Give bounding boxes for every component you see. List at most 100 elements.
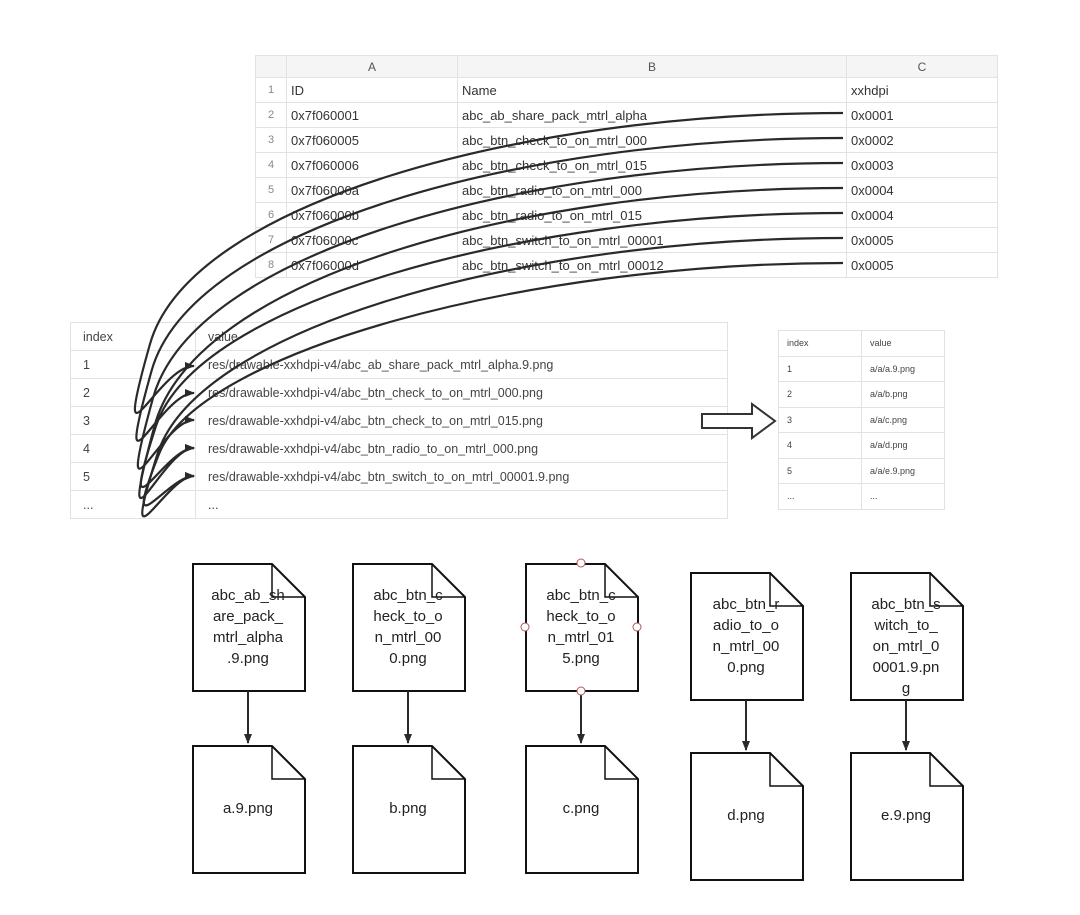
file-name-line: are_pack_: [212, 608, 284, 625]
value-cell: a/a/b.png: [861, 381, 945, 408]
obfuscated-file: c.png: [525, 745, 639, 874]
value-cell: ...: [861, 483, 945, 510]
file-name-line: .9.png: [227, 650, 269, 667]
file-name: a.9.png: [196, 798, 300, 819]
table-row: 5 a/a/e.9.png: [778, 457, 945, 484]
row-number: 1: [255, 77, 287, 103]
file-name-line: abc_btn_c: [373, 587, 443, 604]
file-name: abc_btn_c heck_to_o n_mtrl_01 5.png: [529, 585, 633, 669]
file-icon: [352, 745, 466, 874]
obfuscated-pool-table: index value 1 a/a/a.9.png 2 a/a/b.png 3 a/a/c…: [778, 330, 945, 510]
file-name-line: 0001.9.pn: [872, 659, 940, 676]
corner-cell: [255, 55, 287, 78]
file-name-line: adio_to_o: [713, 617, 779, 634]
xxhdpi-cell: xxhdpi: [846, 77, 998, 103]
original-file: abc_ab_sh are_pack_ mtrl_alpha .9.png: [192, 563, 306, 692]
file-icon: [525, 563, 639, 692]
xxhdpi-cell: 0x0002: [846, 127, 998, 153]
file-name-line: abc_btn_r: [712, 596, 780, 613]
file-name-line: b.png: [389, 800, 427, 817]
file-name-line: heck_to_o: [373, 608, 443, 625]
file-name-line: g: [901, 680, 911, 697]
table-row: 3 res/drawable-xxhdpi-v4/abc_btn_check_to…: [70, 406, 728, 435]
file-name-line: 0.png: [389, 650, 427, 667]
original-file: abc_btn_r adio_to_o n_mtrl_00 0.png: [690, 572, 804, 701]
name-cell: abc_btn_check_to_on_mtrl_000: [457, 127, 847, 153]
file-icon: [525, 745, 639, 874]
table-row: 3 0x7f060005 abc_btn_check_to_on_mtrl_000 0…: [255, 127, 998, 153]
selection-handle: [632, 622, 642, 632]
column-header-a: A: [286, 55, 458, 78]
table-row: 1 ID Name xxhdpi: [255, 77, 998, 103]
value-cell: res/drawable-xxhdpi-v4/abc_ab_share_pack…: [195, 350, 728, 379]
id-cell: 0x7f060001: [286, 102, 458, 128]
table-row: 5 res/drawable-xxhdpi-v4/abc_btn_switch_t…: [70, 462, 728, 491]
selection-handle: [576, 686, 586, 696]
mapping-arrow: [133, 111, 844, 414]
table-row: 2 0x7f060001 abc_ab_share_pack_mtrl_alpha 0…: [255, 102, 998, 128]
file-name-line: a.9.png: [222, 800, 274, 817]
index-cell: 5: [778, 457, 862, 484]
value-cell: res/drawable-xxhdpi-v4/abc_btn_radio_to_…: [195, 434, 728, 463]
file-icon: [352, 563, 466, 692]
file-name-line: abc_ab_sh: [211, 587, 285, 604]
value-cell: res/drawable-xxhdpi-v4/abc_btn_switch_to…: [195, 462, 728, 491]
id-cell: 0x7f060005: [286, 127, 458, 153]
xxhdpi-cell: 0x0004: [846, 177, 998, 203]
id-cell: ID: [286, 77, 458, 103]
header-value: value: [861, 330, 945, 357]
name-cell: Name: [457, 77, 847, 103]
file-name-line: abc_btn_c: [546, 587, 616, 604]
file-name-line: 5.png: [562, 650, 600, 667]
xxhdpi-cell: 0x0005: [846, 252, 998, 278]
index-cell: ...: [778, 483, 862, 510]
file-name: abc_btn_s witch_to_ on_mtrl_0 0001.9.pn g: [854, 594, 958, 699]
xxhdpi-cell: 0x0005: [846, 227, 998, 253]
file-name-line: n_mtrl_00: [712, 638, 780, 655]
mapping-arrow: [141, 236, 844, 518]
table-row: 1 a/a/a.9.png: [778, 355, 945, 382]
file-icon: [850, 572, 964, 701]
mapping-arrow: [138, 186, 844, 499]
file-icon: [192, 745, 306, 874]
xxhdpi-cell: 0x0001: [846, 102, 998, 128]
obfuscated-file: b.png: [352, 745, 466, 874]
file-name-line: on_mtrl_0: [872, 638, 940, 655]
file-name: abc_btn_c heck_to_o n_mtrl_00 0.png: [356, 585, 460, 669]
file-name: b.png: [356, 798, 460, 819]
file-name-line: n_mtrl_00: [374, 629, 442, 646]
file-name-line: 0.png: [727, 659, 765, 676]
value-cell: a/a/a.9.png: [861, 355, 945, 382]
file-icon: [690, 572, 804, 701]
file-name-line: n_mtrl_01: [547, 629, 615, 646]
file-name-line: witch_to_: [874, 617, 938, 634]
resource-table: A B C 1 ID Name xxhdpi 2 0x7f060001 abc_ab_sha…: [255, 55, 998, 278]
selection-handle: [576, 558, 586, 568]
file-name-line: heck_to_o: [546, 608, 616, 625]
table-row: ......: [778, 483, 945, 510]
value-cell: ...: [195, 490, 728, 519]
file-icon: [192, 563, 306, 692]
table-row: 1 res/drawable-xxhdpi-v4/abc_ab_share_pac…: [70, 350, 728, 379]
selection-handle: [520, 622, 530, 632]
file-name: abc_ab_sh are_pack_ mtrl_alpha .9.png: [196, 585, 300, 669]
table-row: 3 a/a/c.png: [778, 406, 945, 433]
table-row: 2 a/a/b.png: [778, 381, 945, 408]
column-header-row: A B C: [255, 55, 998, 78]
mapping-arrow: [135, 136, 844, 442]
file-name-line: mtrl_alpha: [212, 629, 284, 646]
value-cell: a/a/e.9.png: [861, 457, 945, 484]
mapping-arrow: [142, 261, 844, 507]
file-icon: [850, 752, 964, 881]
obfuscated-file: d.png: [690, 752, 804, 881]
mapping-arrow: [139, 211, 844, 488]
column-header-c: C: [846, 55, 998, 78]
header-index: index: [778, 330, 862, 357]
original-file: abc_btn_c heck_to_o n_mtrl_01 5.png: [525, 563, 639, 692]
transform-arrow-icon: [701, 402, 777, 440]
file-name-line: c.png: [562, 800, 600, 817]
file-name: c.png: [529, 798, 633, 819]
file-name-line: d.png: [727, 807, 765, 824]
